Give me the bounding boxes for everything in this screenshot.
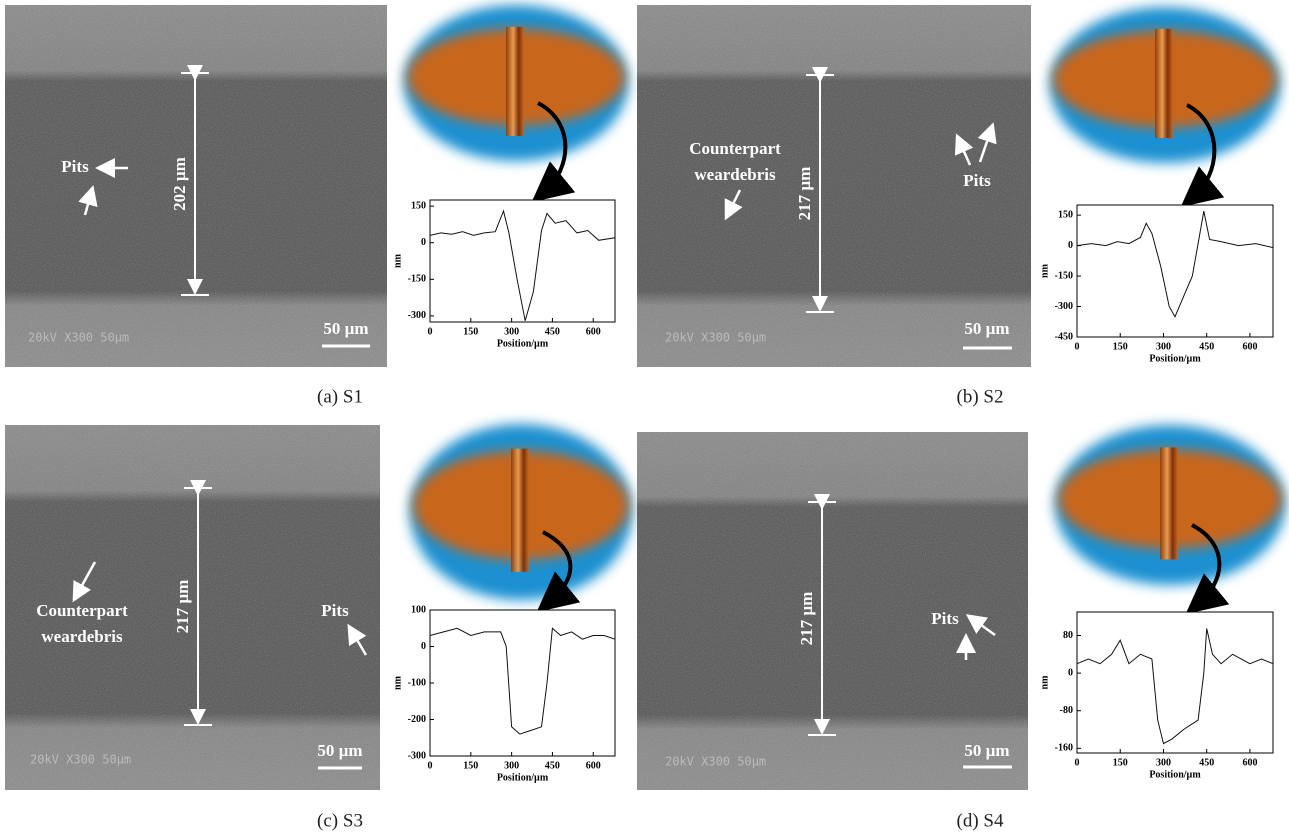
y-axis-label: nm: [392, 675, 403, 690]
x-axis-label: Position/µm: [497, 338, 549, 349]
caption: (a) S1: [317, 386, 363, 407]
x-tick-label: 300: [504, 760, 519, 771]
y-tick-label: -300: [408, 310, 426, 321]
y-tick-label: 150: [1058, 209, 1073, 220]
annotation: weardebris: [41, 627, 123, 646]
afm-groove: [506, 27, 524, 136]
x-tick-label: 150: [1113, 341, 1128, 352]
y-tick-label: 0: [421, 641, 426, 652]
y-tick-label: -300: [408, 750, 426, 761]
scale-bar-label: 50 µm: [964, 319, 1009, 338]
x-axis-label: Position/µm: [497, 772, 549, 783]
annotation: Pits: [321, 601, 349, 620]
x-tick-label: 300: [1156, 757, 1171, 768]
scale-bar-label: 50 µm: [323, 319, 368, 338]
y-tick-label: -100: [408, 677, 426, 688]
y-tick-label: -450: [1055, 331, 1073, 342]
x-tick-label: 300: [1156, 341, 1171, 352]
x-tick-label: 150: [1113, 757, 1128, 768]
y-tick-label: 100: [411, 604, 426, 615]
annotation: Pits: [931, 609, 959, 628]
caption: (c) S3: [317, 810, 363, 831]
y-axis-label: nm: [1039, 675, 1050, 690]
scale-bar-label: 50 µm: [317, 741, 362, 760]
x-tick-label: 150: [463, 760, 478, 771]
x-tick-label: 450: [545, 760, 560, 771]
instrument-info: 20kV X300 50µm: [28, 331, 129, 345]
y-tick-label: 0: [1068, 667, 1073, 678]
afm-groove: [511, 449, 529, 572]
x-tick-label: 300: [504, 326, 519, 337]
x-tick-label: 600: [586, 326, 601, 337]
instrument-info: 20kV X300 50µm: [30, 753, 131, 767]
x-tick-label: 600: [1242, 341, 1257, 352]
y-tick-label: 150: [411, 200, 426, 211]
plot-frame: [430, 200, 615, 322]
x-tick-label: 450: [1199, 341, 1214, 352]
y-axis-label: nm: [392, 253, 403, 268]
figure: 202 µm 50 µm 20kV X300 50µm Pits 150 0 -150 -30…: [0, 0, 1289, 837]
plot-frame: [1077, 612, 1273, 753]
x-tick-label: 0: [1075, 757, 1080, 768]
instrument-info: 20kV X300 50µm: [665, 331, 766, 345]
x-tick-label: 600: [1242, 757, 1257, 768]
plot-frame: [430, 610, 615, 756]
annotation: Pits: [61, 157, 89, 176]
afm-groove: [1160, 447, 1178, 559]
afm-groove: [1155, 29, 1173, 138]
y-tick-label: 0: [1068, 240, 1073, 251]
x-tick-label: 0: [428, 760, 433, 771]
x-axis-label: Position/µm: [1149, 353, 1201, 364]
x-tick-label: 600: [586, 760, 601, 771]
y-tick-label: 80: [1063, 630, 1073, 641]
x-tick-label: 450: [545, 326, 560, 337]
y-axis-label: nm: [1039, 263, 1050, 278]
sem-texture: [637, 432, 1028, 790]
annotation: weardebris: [694, 165, 776, 184]
y-tick-label: -150: [1055, 270, 1073, 281]
y-tick-label: 0: [421, 237, 426, 248]
caption: (b) S2: [957, 386, 1004, 407]
x-tick-label: 450: [1199, 757, 1214, 768]
measure-label: 217 µm: [795, 167, 814, 221]
measure-label: 202 µm: [170, 157, 189, 211]
annotation: Pits: [963, 171, 991, 190]
x-tick-label: 150: [463, 326, 478, 337]
x-tick-label: 0: [1075, 341, 1080, 352]
y-tick-label: -200: [408, 714, 426, 725]
measure-label: 217 µm: [797, 592, 816, 646]
caption: (d) S4: [957, 810, 1004, 831]
measure-label: 217 µm: [173, 580, 192, 634]
scale-bar-label: 50 µm: [964, 741, 1009, 760]
annotation: Counterpart: [36, 601, 128, 620]
instrument-info: 20kV X300 50µm: [665, 755, 766, 769]
y-tick-label: -300: [1055, 301, 1073, 312]
y-tick-label: -150: [408, 274, 426, 285]
annotation: Counterpart: [689, 139, 781, 158]
y-tick-label: -80: [1060, 705, 1073, 716]
x-axis-label: Position/µm: [1149, 769, 1201, 780]
x-tick-label: 0: [428, 326, 433, 337]
y-tick-label: -160: [1055, 743, 1073, 754]
